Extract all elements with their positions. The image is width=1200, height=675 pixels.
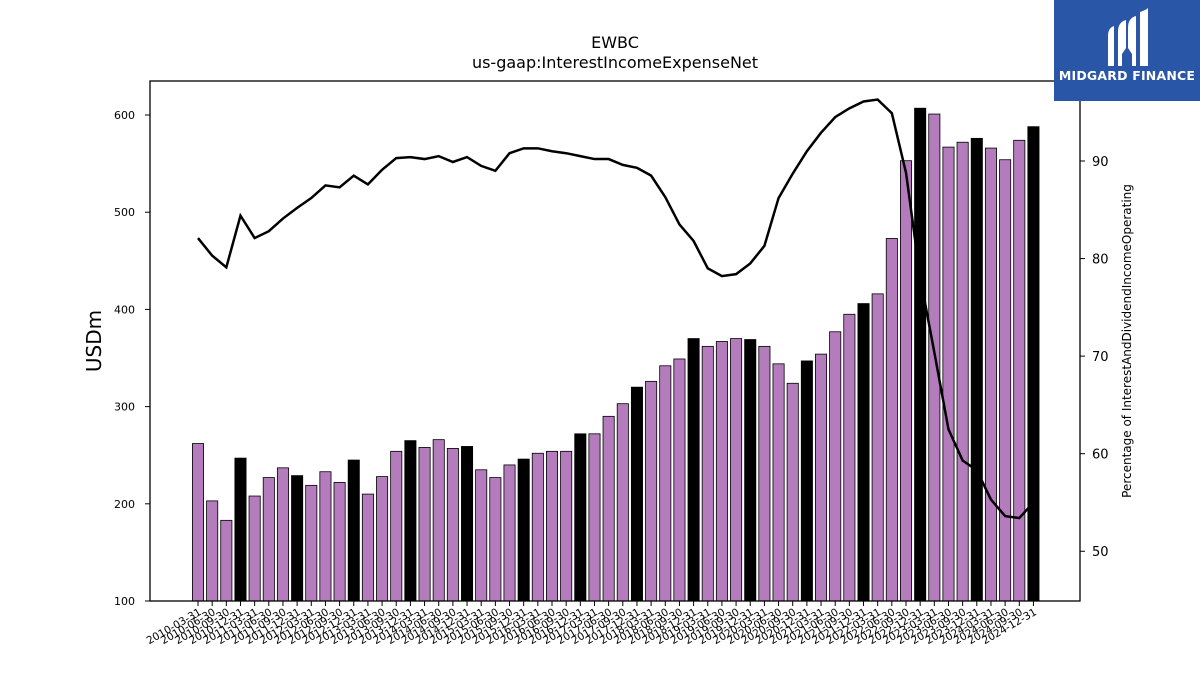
bar	[687, 338, 700, 602]
percentage-line	[197, 98, 1035, 520]
bar	[900, 160, 913, 602]
bar	[829, 331, 842, 602]
bar	[871, 293, 884, 602]
bar	[291, 475, 304, 602]
bar	[432, 439, 445, 602]
y-tick-label: 100	[114, 595, 135, 608]
bar-series	[191, 107, 1040, 602]
bar	[999, 159, 1012, 602]
bar	[347, 459, 360, 602]
bar	[730, 338, 743, 602]
chart-subtitle: us-gaap:InterestIncomeExpenseNet	[472, 53, 758, 72]
bar	[248, 495, 261, 602]
bar	[984, 147, 997, 602]
bar	[800, 360, 813, 602]
y-tick-label: 300	[114, 401, 135, 414]
bar	[418, 447, 431, 602]
bar	[715, 341, 728, 602]
bar	[404, 440, 417, 602]
y2-axis-label: Percentage of InterestAndDividendIncomeO…	[1120, 184, 1134, 498]
bar	[815, 353, 828, 602]
bar	[885, 238, 898, 602]
bar	[843, 313, 856, 602]
bar	[744, 339, 757, 602]
bar	[276, 467, 289, 602]
bar	[517, 458, 530, 602]
plot-frame	[149, 80, 1081, 602]
bar	[574, 433, 587, 602]
bar	[786, 382, 799, 602]
y-axis-ticks: 100 200 300 400 500 600	[114, 109, 150, 608]
bar	[673, 358, 686, 602]
bar	[659, 365, 672, 602]
y2-tick-label: 50	[1092, 545, 1109, 560]
bar	[645, 380, 658, 602]
bar	[701, 345, 714, 602]
bar	[1027, 126, 1040, 602]
bar	[942, 146, 955, 602]
y-tick-label: 400	[114, 303, 135, 316]
bar	[857, 303, 870, 602]
bar	[602, 415, 615, 602]
bar	[333, 482, 346, 602]
y2-tick-label: 70	[1092, 350, 1109, 365]
y2-axis-ticks: 50 60 70 80 90	[1080, 155, 1109, 560]
y-tick-label: 500	[114, 206, 135, 219]
bar	[446, 447, 459, 602]
y2-tick-label: 60	[1092, 448, 1109, 463]
bar	[503, 464, 516, 602]
bar	[588, 433, 601, 602]
bar	[461, 446, 474, 602]
bar	[546, 450, 559, 602]
bar	[1013, 139, 1026, 602]
bar	[376, 476, 389, 602]
bar	[956, 141, 969, 602]
bar	[475, 469, 488, 602]
bar	[191, 443, 204, 602]
bar	[489, 477, 502, 602]
bar	[560, 450, 573, 602]
bar	[772, 363, 785, 602]
brand-logo: MIDGARD FINANCE	[1054, 0, 1200, 101]
logo-icon	[1108, 8, 1148, 66]
bar	[531, 452, 544, 602]
chart-title: EWBC	[591, 33, 639, 52]
x-axis-ticks: 2010-03-312010-06-302010-09-302010-12-31…	[145, 601, 1039, 647]
bar	[616, 403, 629, 602]
y-axis-label: USDm	[82, 310, 106, 372]
logo-text: MIDGARD FINANCE	[1058, 68, 1196, 83]
bar	[970, 137, 983, 602]
bar	[758, 345, 771, 602]
y2-tick-label: 90	[1092, 155, 1109, 170]
bar	[361, 493, 374, 602]
bar	[630, 386, 643, 602]
bar	[390, 450, 403, 602]
bar	[234, 457, 247, 602]
bar	[319, 471, 332, 602]
y2-tick-label: 80	[1092, 253, 1109, 268]
bar	[206, 500, 219, 602]
y-tick-label: 200	[114, 498, 135, 511]
bar	[305, 484, 318, 602]
bar	[220, 519, 233, 602]
y-tick-label: 600	[114, 109, 135, 122]
bar	[914, 107, 927, 602]
bar	[262, 477, 275, 602]
